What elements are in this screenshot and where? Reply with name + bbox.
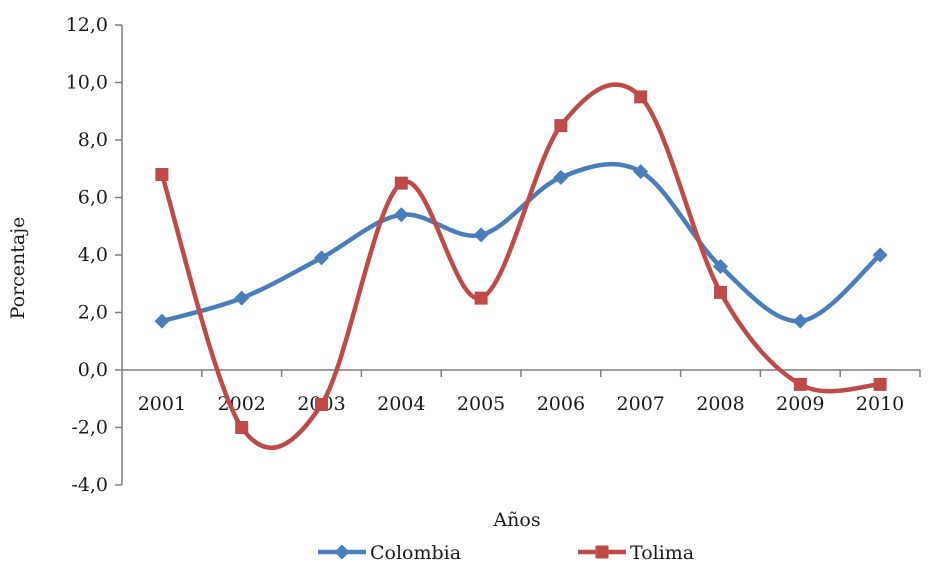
y-tick-label: 2,0 — [78, 302, 108, 324]
tolima-point — [394, 176, 408, 190]
colombia-point — [234, 290, 250, 306]
y-tick-label: -4,0 — [71, 474, 108, 496]
x-tick-label: 2007 — [617, 393, 665, 415]
colombia-line — [159, 161, 883, 324]
tolima-point — [235, 421, 249, 434]
x-axis: 2001200220032004200520062007200820092010 — [122, 369, 921, 415]
colombia-point — [553, 169, 569, 185]
series-colombia — [154, 161, 888, 329]
y-tick-label: 6,0 — [78, 187, 108, 209]
tolima-line — [159, 82, 883, 450]
tolima-point — [315, 398, 328, 411]
y-tick-label: 8,0 — [78, 129, 108, 151]
tolima-point — [634, 90, 648, 104]
colombia-point — [473, 227, 489, 243]
legend-marker-tolima — [595, 545, 609, 559]
legend-label-tolima: Tolima — [630, 542, 694, 564]
legend-label-colombia: Colombia — [370, 542, 461, 564]
y-tick-label: 4,0 — [78, 244, 108, 266]
x-tick-label: 2009 — [776, 393, 824, 415]
tolima-point — [554, 119, 568, 133]
y-axis-title: Porcentaje — [7, 217, 29, 320]
colombia-point — [633, 164, 649, 180]
colombia-point — [314, 250, 329, 266]
x-axis-title: Años — [492, 509, 540, 531]
colombia-point — [713, 259, 728, 274]
x-tick-label: 2008 — [696, 393, 744, 415]
y-tick-label: -2,0 — [71, 417, 108, 439]
legend-item-tolima: Tolima — [578, 542, 694, 564]
legend-marker-colombia — [334, 544, 350, 560]
y-axis: -4,0 -2,0 0,0 2,0 4,0 6,0 8,0 10,0 12,0 — [66, 14, 123, 496]
y-tick-label: 10,0 — [66, 72, 108, 94]
colombia-point — [393, 207, 409, 223]
tolima-point — [155, 168, 169, 181]
series-layer — [154, 82, 888, 450]
legend-item-colombia: Colombia — [318, 542, 461, 564]
x-tick-label: 2004 — [377, 393, 425, 415]
x-tick-label: 2006 — [537, 393, 585, 415]
legend: Colombia Tolima — [318, 542, 694, 564]
colombia-point — [154, 313, 170, 329]
x-tick-label: 2010 — [856, 393, 904, 415]
y-tick-label: 12,0 — [66, 14, 108, 36]
colombia-point — [872, 247, 888, 263]
tolima-point — [474, 291, 488, 305]
series-tolima — [155, 82, 887, 450]
x-tick-label: 2005 — [457, 393, 505, 415]
tolima-point — [714, 285, 727, 299]
tolima-point — [873, 377, 887, 391]
x-tick-label: 2001 — [138, 393, 186, 415]
colombia-point — [792, 313, 808, 329]
y-tick-label: 0,0 — [78, 359, 108, 381]
tolima-point — [793, 377, 807, 391]
